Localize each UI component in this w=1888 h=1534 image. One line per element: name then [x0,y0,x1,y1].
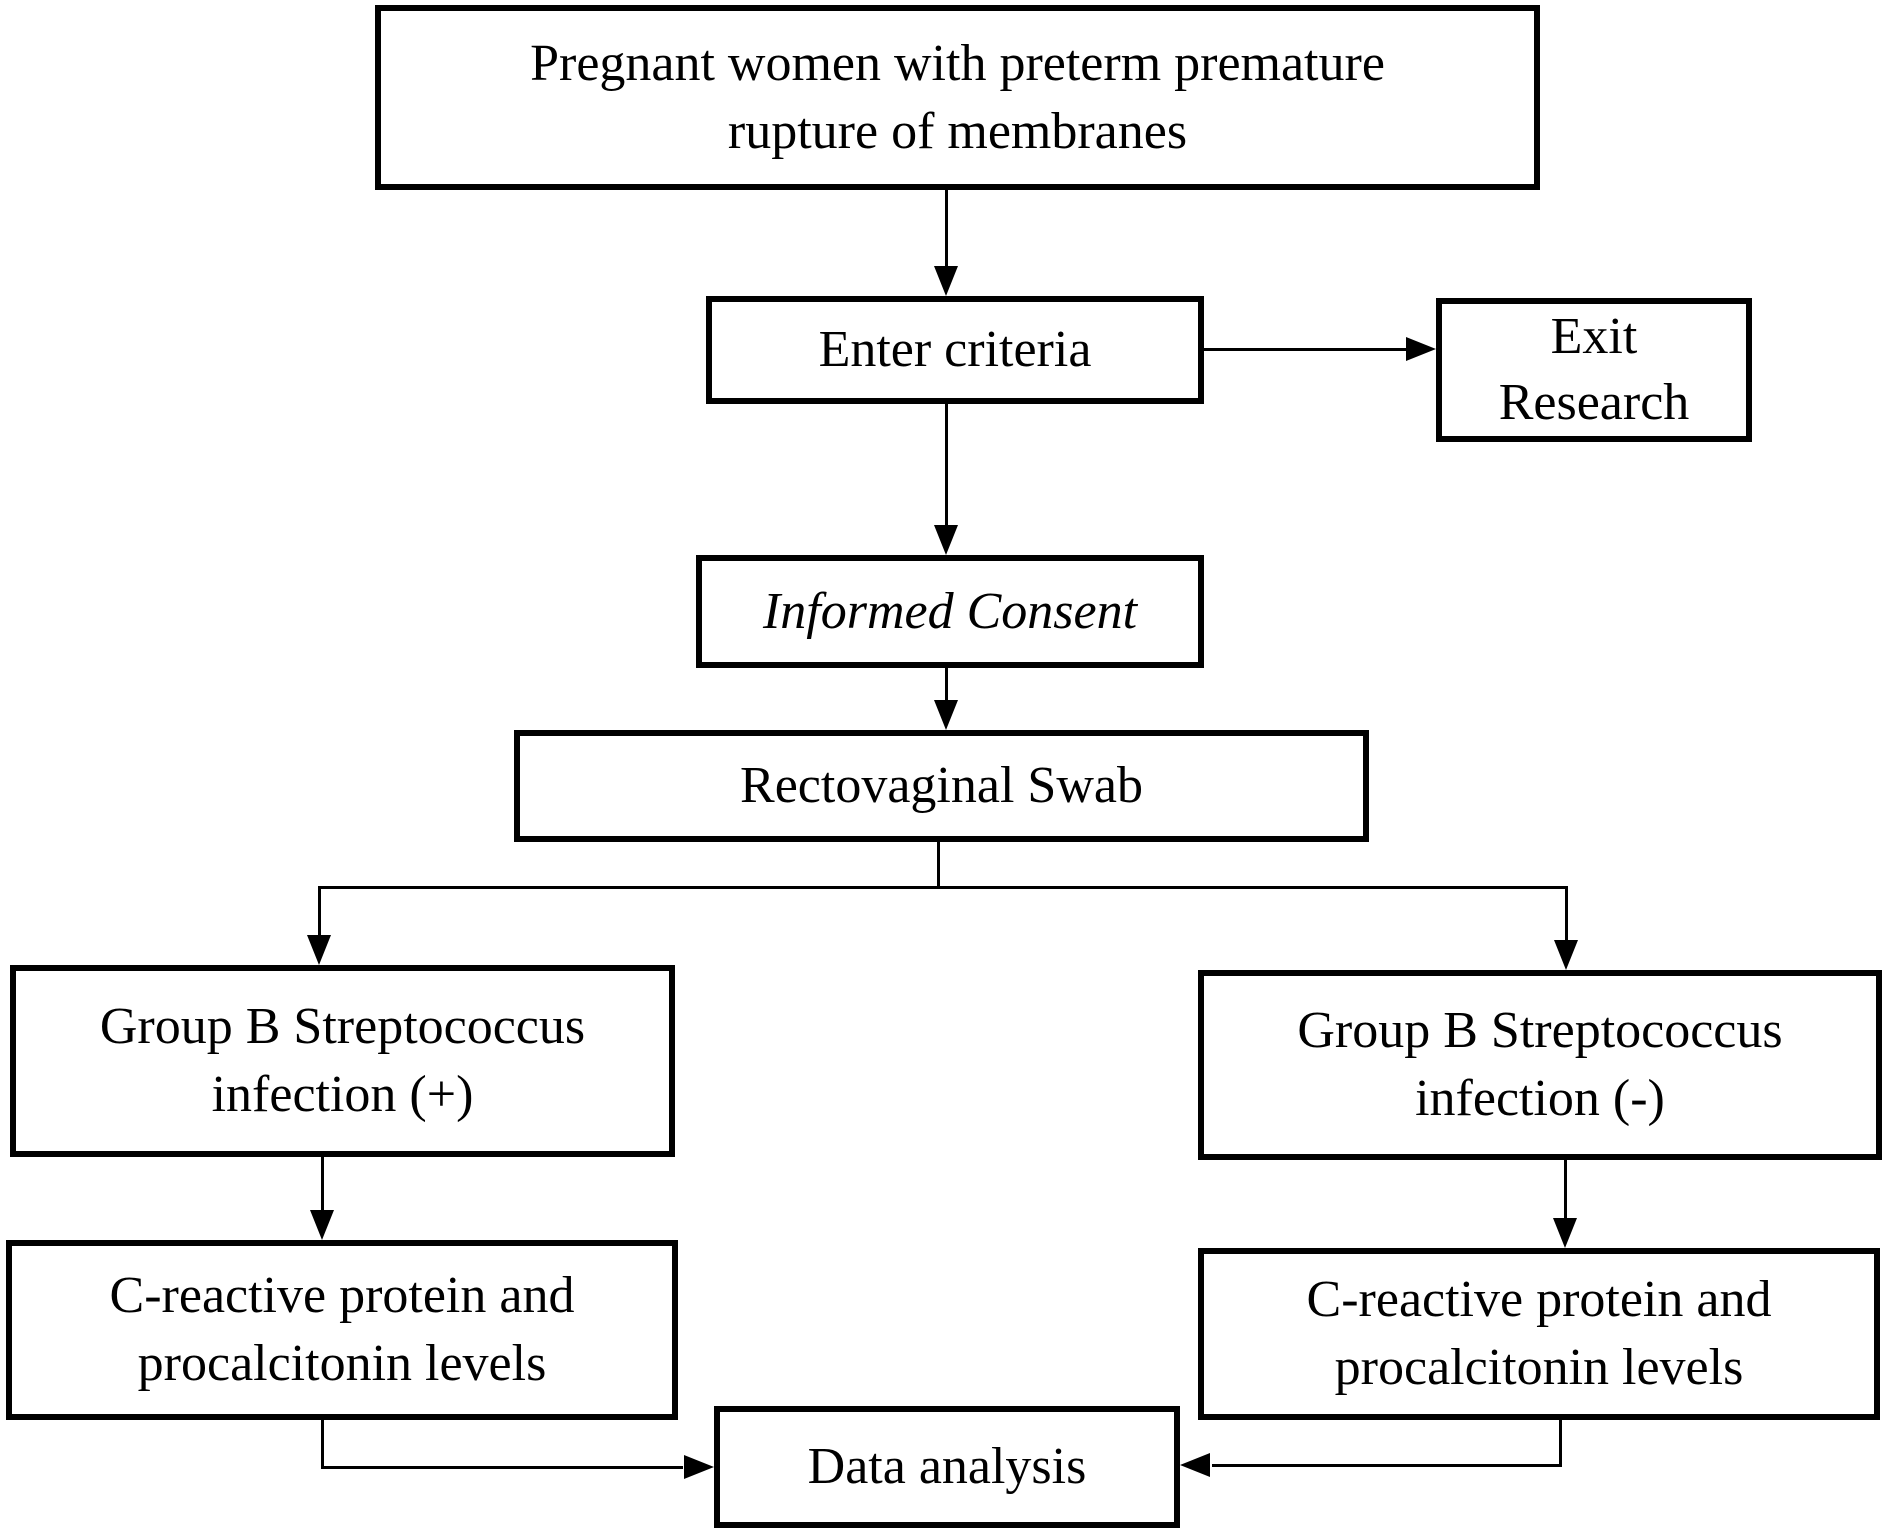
node-population: Pregnant women with preterm premature ru… [375,5,1540,190]
arrowhead-consent-to-swab [934,700,958,730]
node-data-analysis-label: Data analysis [807,1438,1087,1495]
node-informed-consent: Informed Consent [696,555,1204,668]
node-data-analysis: Data analysis [714,1406,1180,1528]
arrowhead-branch-to-gbs-negative [1554,940,1578,970]
arrowhead-crp-left-to-analysis [684,1455,714,1479]
node-population-line2: rupture of membranes [727,102,1188,160]
connector-branch-to-gbs-negative [1565,886,1568,940]
node-gbs-positive-line1: Group B Streptococcus [99,998,586,1055]
arrowhead-population-to-criteria [934,266,958,296]
connector-crp-right-elbow-horizontal [1212,1464,1562,1467]
node-crp-left: C-reactive protein and procalcitonin lev… [6,1240,678,1420]
node-crp-right-line2: procalcitonin levels [1334,1339,1744,1396]
arrowhead-crp-right-to-analysis [1180,1453,1210,1477]
arrowhead-criteria-to-consent [934,525,958,555]
node-gbs-positive-line2: infection (+) [211,1066,474,1123]
connector-swab-branch-stub [937,842,940,889]
connector-crp-right-elbow-vertical [1559,1420,1562,1467]
node-rectovaginal-swab-label: Rectovaginal Swab [740,757,1143,814]
node-informed-consent-label: Informed Consent [762,582,1138,640]
node-enter-criteria-label: Enter criteria [818,321,1092,378]
connector-gbs-negative-to-crp [1564,1160,1567,1218]
arrowhead-gbs-negative-to-crp [1553,1218,1577,1248]
node-enter-criteria: Enter criteria [706,296,1204,404]
node-exit-research: Exit Research [1436,298,1752,442]
connector-branch-to-gbs-positive [318,886,321,935]
node-exit-research-line1: Exit [1550,308,1638,365]
node-crp-left-line2: procalcitonin levels [137,1335,547,1392]
node-gbs-negative-line1: Group B Streptococcus [1297,1002,1783,1059]
node-crp-left-line1: C-reactive protein and [109,1267,575,1324]
arrowhead-gbs-positive-to-crp [310,1210,334,1240]
connector-swab-branch-horizontal [318,886,1568,889]
connector-criteria-to-exit [1204,348,1406,351]
connector-crp-left-elbow-horizontal [321,1466,683,1469]
node-crp-right-line1: C-reactive protein and [1306,1271,1772,1328]
connector-consent-to-swab [945,668,948,700]
connector-criteria-to-consent [945,404,948,525]
connector-gbs-positive-to-crp [321,1157,324,1210]
node-population-line1: Pregnant women with preterm premature [530,34,1385,92]
node-crp-right: C-reactive protein and procalcitonin lev… [1198,1248,1880,1420]
node-exit-research-line2: Research [1498,374,1690,431]
node-gbs-positive: Group B Streptococcus infection (+) [10,965,675,1157]
connector-crp-left-elbow-vertical [321,1420,324,1469]
node-gbs-negative: Group B Streptococcus infection (-) [1198,970,1882,1160]
node-rectovaginal-swab: Rectovaginal Swab [514,730,1369,842]
node-gbs-negative-line2: infection (-) [1415,1070,1665,1127]
arrowhead-branch-to-gbs-positive [307,935,331,965]
arrowhead-criteria-to-exit [1406,337,1436,361]
connector-population-to-criteria [945,190,948,268]
